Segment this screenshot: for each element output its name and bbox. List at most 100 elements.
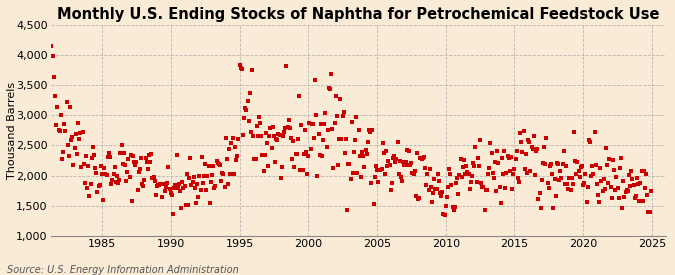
Point — [545, 164, 556, 169]
Point — [392, 140, 403, 145]
Point — [484, 166, 495, 170]
Point — [70, 132, 81, 136]
Point — [344, 162, 355, 166]
Point — [616, 155, 626, 160]
Point — [216, 178, 227, 183]
Point — [263, 164, 273, 169]
Point — [211, 159, 222, 163]
Point — [470, 145, 481, 149]
Point — [99, 166, 110, 170]
Point — [300, 150, 311, 154]
Point — [43, 73, 53, 77]
Point — [95, 183, 105, 187]
Point — [136, 156, 146, 161]
Point — [489, 176, 500, 180]
Point — [617, 206, 628, 210]
Point — [431, 187, 442, 191]
Point — [156, 194, 167, 199]
Point — [187, 180, 198, 185]
Point — [571, 172, 582, 176]
Point — [159, 182, 169, 186]
Point — [326, 72, 337, 76]
Point — [614, 196, 624, 200]
Point — [506, 155, 516, 160]
Point — [644, 210, 655, 214]
Point — [361, 152, 372, 156]
Point — [430, 186, 441, 191]
Point — [366, 181, 377, 185]
Point — [439, 213, 450, 217]
Point — [396, 175, 406, 179]
Point — [100, 172, 111, 176]
Point — [471, 180, 482, 184]
Point — [456, 175, 467, 179]
Point — [53, 128, 64, 132]
Point — [507, 187, 518, 191]
Point — [182, 172, 192, 176]
Point — [74, 137, 84, 141]
Point — [493, 161, 504, 165]
Point — [461, 164, 472, 169]
Point — [105, 154, 115, 159]
Point — [576, 163, 587, 168]
Point — [529, 134, 539, 139]
Point — [315, 122, 326, 127]
Point — [425, 166, 435, 171]
Point — [292, 152, 302, 156]
Point — [121, 179, 132, 183]
Point — [226, 141, 237, 145]
Point — [73, 121, 84, 126]
Point — [563, 187, 574, 192]
Point — [420, 166, 431, 170]
Point — [147, 176, 158, 180]
Point — [47, 54, 57, 58]
Point — [587, 164, 597, 168]
Point — [320, 111, 331, 115]
Point — [595, 166, 605, 170]
Point — [194, 174, 205, 178]
Point — [152, 184, 163, 188]
Point — [551, 161, 562, 166]
Point — [394, 172, 404, 176]
Point — [106, 182, 117, 186]
Point — [639, 169, 649, 173]
Point — [259, 153, 270, 158]
Point — [69, 146, 80, 151]
Point — [298, 152, 309, 156]
Point — [519, 166, 530, 171]
Point — [286, 136, 296, 140]
Point — [533, 197, 544, 201]
Point — [323, 128, 333, 133]
Point — [274, 133, 285, 138]
Point — [389, 154, 400, 158]
Point — [481, 188, 491, 192]
Point — [525, 168, 536, 173]
Point — [65, 104, 76, 109]
Point — [88, 145, 99, 149]
Point — [338, 114, 348, 118]
Point — [279, 129, 290, 134]
Point — [142, 167, 153, 171]
Point — [547, 172, 558, 176]
Point — [478, 185, 489, 189]
Point — [209, 185, 220, 190]
Point — [360, 148, 371, 152]
Point — [49, 74, 59, 79]
Point — [179, 184, 190, 189]
Point — [429, 177, 439, 182]
Point — [218, 172, 229, 177]
Point — [220, 136, 231, 141]
Point — [318, 138, 329, 142]
Point — [146, 152, 157, 156]
Point — [285, 126, 296, 130]
Point — [124, 175, 135, 179]
Point — [427, 200, 437, 204]
Point — [280, 126, 291, 130]
Point — [307, 122, 318, 127]
Point — [134, 167, 145, 171]
Point — [83, 163, 94, 168]
Point — [225, 172, 236, 176]
Point — [541, 136, 552, 140]
Point — [300, 128, 310, 132]
Point — [141, 160, 152, 164]
